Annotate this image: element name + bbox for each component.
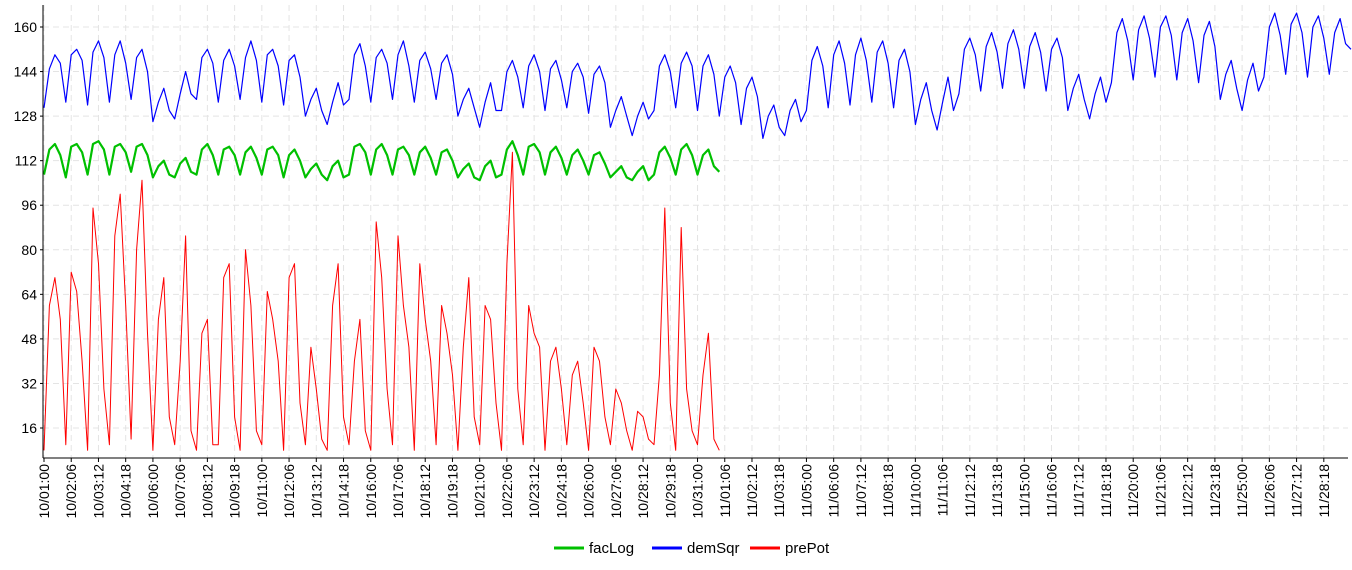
legend-label: prePot: [785, 540, 830, 557]
x-tick-label: 10/04:18: [118, 464, 134, 519]
x-tick-label: 10/22:06: [499, 464, 515, 519]
legend-item-facLog: facLog: [554, 540, 634, 557]
x-tick-label: 10/01:00: [36, 464, 52, 519]
y-tick-label: 48: [21, 331, 37, 347]
x-tick-label: 11/17:12: [1071, 464, 1087, 518]
x-tick-label: 11/20:00: [1125, 464, 1141, 518]
x-tick-label: 11/12:12: [962, 464, 978, 518]
x-tick-label: 10/27:06: [608, 464, 624, 519]
x-tick-label: 11/27:12: [1289, 464, 1305, 518]
x-tick-label: 11/06:06: [826, 464, 842, 518]
x-tick-label: 10/06:00: [145, 464, 161, 519]
x-tick-label: 11/10:00: [907, 464, 923, 518]
x-tick-label: 10/09:18: [227, 464, 243, 519]
x-tick-label: 10/11:00: [254, 464, 270, 518]
x-tick-label: 10/28:12: [635, 464, 651, 519]
x-tick-label: 11/18:18: [1098, 464, 1114, 518]
y-tick-label: 16: [21, 420, 37, 436]
x-tick-label: 11/22:12: [1180, 464, 1196, 518]
x-tick-label: 10/31:00: [690, 464, 706, 519]
x-tick-label: 10/02:06: [63, 464, 79, 519]
series-lines: [42, 12, 1352, 451]
y-tick-label: 128: [14, 108, 38, 124]
y-tick-label: 112: [15, 153, 38, 169]
x-tick-label: 11/07:12: [853, 464, 869, 518]
series-line-demSqr: [43, 12, 1352, 139]
grid: [43, 5, 1348, 458]
x-tick-label: 10/24:18: [553, 464, 569, 519]
x-tick-label: 11/25:00: [1234, 464, 1250, 518]
x-tick-label: 10/23:12: [526, 464, 542, 519]
x-tick-label: 10/07:06: [172, 464, 188, 519]
y-tick-label: 160: [14, 19, 38, 35]
x-tick-label: 11/08:18: [880, 464, 896, 518]
x-tick-label: 10/18:12: [417, 464, 433, 519]
x-tick-label: 11/23:18: [1207, 464, 1223, 518]
axes: 16 32 48 64 80 96 112 128 144 160 10/01:00 10/02:06…: [14, 5, 1348, 519]
y-tick-label: 32: [21, 375, 37, 391]
x-tick-label: 11/11:06: [935, 464, 951, 517]
x-tick-label: 11/03:18: [771, 464, 787, 518]
legend: facLog demSqr prePot: [554, 540, 830, 557]
legend-label: demSqr: [687, 540, 740, 557]
x-tick-label: 11/28:18: [1316, 464, 1332, 518]
x-tick-label: 11/21:06: [1152, 464, 1168, 518]
x-tick-label: 10/12:06: [281, 464, 297, 519]
x-tick-label: 10/16:00: [363, 464, 379, 519]
x-tick-label: 10/03:12: [90, 464, 106, 519]
x-tick-label: 11/05:00: [798, 464, 814, 518]
x-tick-label: 10/21:00: [472, 464, 488, 519]
x-tick-label: 10/29:18: [662, 464, 678, 519]
y-tick-label: 64: [21, 286, 37, 302]
x-tick-label: 10/19:18: [444, 464, 460, 519]
legend-label: facLog: [589, 540, 634, 557]
legend-item-prePot: prePot: [750, 540, 830, 557]
x-tick-label: 10/08:12: [199, 464, 215, 519]
x-tick-label: 11/16:06: [1044, 464, 1060, 518]
y-tick-label: 144: [14, 64, 38, 80]
x-tick-label: 11/13:18: [989, 464, 1005, 518]
series-line-prePot: [43, 151, 720, 451]
x-tick-label: 11/02:12: [744, 464, 760, 518]
y-tick-label: 80: [21, 242, 37, 258]
x-tick-label: 10/26:00: [581, 464, 597, 519]
x-tick-label: 10/14:18: [336, 464, 352, 519]
x-tick-label: 11/01:06: [717, 464, 733, 518]
y-tick-label: 96: [21, 197, 37, 213]
x-tick-label: 10/17:06: [390, 464, 406, 519]
series-line-facLog: [42, 140, 721, 182]
x-tick-label: 11/26:06: [1261, 464, 1277, 518]
x-tick-label: 11/15:00: [1016, 464, 1032, 518]
x-tick-label: 10/13:12: [308, 464, 324, 519]
legend-item-demSqr: demSqr: [652, 540, 740, 557]
